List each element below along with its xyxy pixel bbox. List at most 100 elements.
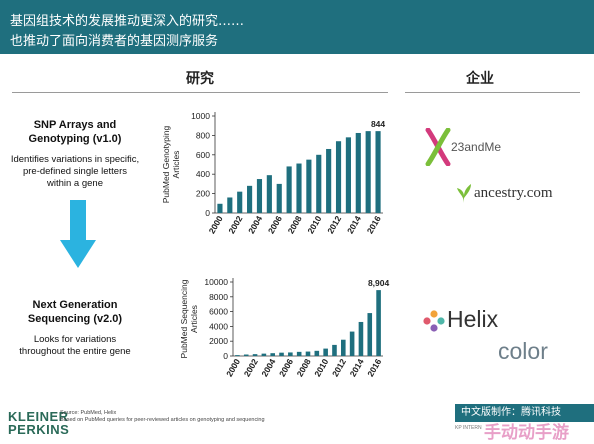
arrow-down-icon	[60, 200, 96, 268]
logo-ancestry: ancestry.com	[455, 182, 585, 206]
credit-banner: 中文版制作：腾讯科技	[455, 404, 594, 422]
bar-2008	[296, 163, 302, 213]
x-tick-label: 2012	[325, 214, 343, 236]
brand-line: KLEINER	[8, 409, 69, 424]
x-tick-label: 2004	[246, 214, 264, 236]
x-tick-label: 2002	[226, 214, 244, 236]
bar-2003	[247, 185, 253, 213]
23andme-x-icon	[425, 128, 451, 166]
x-tick-label: 2010	[305, 214, 323, 236]
company-name: Helix	[447, 306, 499, 332]
x-tick-label: 2010	[312, 357, 330, 379]
bar-2006	[276, 183, 282, 213]
step-snp-arrays: SNP Arrays and Genotyping (v1.0) Identif…	[10, 118, 140, 190]
bar-2016	[376, 290, 381, 356]
research-divider	[12, 92, 388, 93]
y-tick-label: 800	[196, 130, 210, 140]
source-note: Source: PubMed, Helix Based on PubMed qu…	[60, 410, 265, 424]
small-footer-text: KP INTERN	[455, 425, 482, 431]
source-line: Source: PubMed, Helix	[60, 410, 117, 416]
x-tick-label: 2014	[345, 214, 363, 236]
bar-2000	[235, 355, 240, 356]
company-name: ancestry.com	[474, 185, 553, 201]
step-description: Looks for variations throughout the enti…	[19, 334, 131, 357]
genotyping-chart: PubMed GenotypingArticles 0 200 400 600 800 10…	[161, 111, 385, 236]
x-tick-label: 2006	[277, 357, 295, 379]
company-name: color	[498, 338, 548, 364]
data-label-peak: 844	[371, 119, 385, 129]
y-tick-label: 2000	[209, 336, 228, 346]
y-tick-label: 400	[196, 169, 210, 179]
bar-2006	[288, 352, 293, 356]
bar-2009	[306, 159, 312, 213]
x-tick-label: 2006	[266, 214, 284, 236]
logo-23andme: 23andMe	[425, 128, 575, 166]
y-axis-label: PubMed SequencingArticles	[179, 279, 199, 358]
bar-2011	[326, 148, 332, 213]
header-line-2: 也推动了面向消费者的基因测序服务	[10, 34, 219, 49]
y-tick-label: 0	[205, 208, 210, 218]
bar-2010	[316, 154, 322, 213]
bar-2016	[375, 131, 381, 213]
bar-2012	[341, 339, 346, 356]
bar-2003	[261, 353, 267, 356]
bar-2005	[279, 352, 284, 356]
x-tick-label: 2004	[259, 357, 277, 379]
bar-2015	[367, 313, 373, 356]
bar-2009	[314, 350, 320, 356]
y-tick-label: 6000	[209, 307, 228, 317]
y-tick-label: 600	[196, 150, 210, 160]
y-tick-label: 4000	[209, 321, 228, 331]
data-label-peak: 8,904	[368, 278, 390, 288]
bar-2007	[286, 166, 292, 213]
bar-2004	[270, 353, 275, 356]
bar-2002	[252, 354, 258, 356]
step-title: Next Generation Sequencing (v2.0)	[27, 299, 123, 325]
sequencing-chart: PubMed SequencingArticles 0 2000 4000 6000 80…	[179, 277, 390, 379]
logo-color: color	[498, 338, 588, 368]
x-tick-label: 2014	[348, 357, 366, 379]
bar-2015	[365, 131, 371, 213]
step-description: Identifies variations in specific, pre-d…	[10, 154, 140, 189]
bar-2012	[335, 141, 342, 213]
header-banner: 基因组技术的发展推动更深入的研究…… 也推动了面向消费者的基因测序服务	[0, 0, 594, 54]
bar-2001	[227, 197, 233, 213]
y-tick-label: 8000	[209, 292, 228, 302]
kleiner-perkins-logo: KLEINER PERKINS	[8, 410, 69, 436]
bar-2014	[358, 321, 364, 356]
y-tick-label: 1000	[191, 111, 210, 121]
bar-2014	[355, 132, 361, 213]
bar-2008	[305, 351, 311, 356]
watermark: 手动动手游	[484, 423, 569, 443]
bar-2011	[332, 344, 337, 356]
bar-2004	[256, 179, 263, 213]
header-line-1: 基因组技术的发展推动更深入的研究……	[10, 14, 245, 29]
step-title: SNP Arrays and Genotyping (v1.0)	[28, 119, 122, 145]
bar-2005	[266, 175, 272, 213]
bar-2007	[296, 351, 302, 356]
x-tick-label: 2002	[242, 357, 260, 379]
step-next-gen-sequencing: Next Generation Sequencing (v2.0) Looks …	[10, 298, 140, 358]
y-tick-label: 200	[196, 189, 210, 199]
bar-2001	[243, 354, 249, 356]
enterprise-heading: 企业	[466, 71, 494, 87]
x-tick-label: 2016	[365, 357, 383, 379]
y-axis-label: PubMed GenotypingArticles	[161, 125, 181, 203]
bar-2013	[345, 137, 351, 213]
brand-line: PERKINS	[8, 422, 70, 437]
x-tick-label: 2012	[330, 357, 348, 379]
enterprise-divider	[405, 92, 580, 93]
bar-2010	[323, 348, 328, 356]
company-name: 23andMe	[451, 140, 502, 154]
x-tick-label: 2008	[286, 214, 304, 236]
helix-dots-icon	[423, 310, 445, 332]
y-tick-label: 0	[223, 351, 228, 361]
x-tick-label: 2008	[295, 357, 313, 379]
bar-2000	[217, 203, 223, 213]
source-line: Based on PubMed queries for peer-reviewe…	[60, 417, 265, 423]
bar-2013	[349, 331, 355, 356]
bar-2002	[237, 191, 243, 213]
research-heading: 研究	[186, 71, 214, 87]
ancestry-leaf-icon	[457, 184, 471, 203]
logo-helix: Helix	[423, 306, 533, 336]
